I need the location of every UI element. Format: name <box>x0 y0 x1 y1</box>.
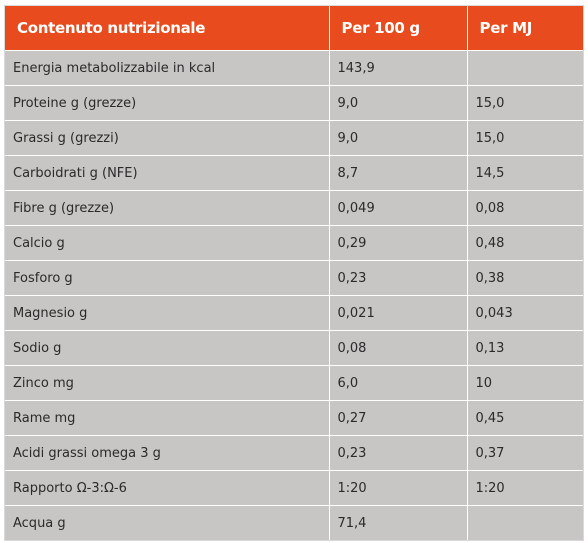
per-mj-cell: 15,0 <box>467 120 583 156</box>
per-100g-cell: 143,9 <box>329 50 468 86</box>
table-body: Energia metabolizzabile in kcal 143,9 Prot… <box>5 50 583 540</box>
per-mj-cell: 1:20 <box>467 470 583 506</box>
table-row: Carboidrati g (NFE) 8,7 14,5 <box>5 155 583 191</box>
nutrient-name-cell: Zinco mg <box>5 365 330 401</box>
table-row: Rapporto Ω-3:Ω-6 1:20 1:20 <box>5 470 583 506</box>
table-row: Magnesio g 0,021 0,043 <box>5 295 583 331</box>
per-100g-cell: 9,0 <box>329 85 468 121</box>
per-100g-cell: 0,08 <box>329 330 468 366</box>
per-mj-cell: 15,0 <box>467 85 583 121</box>
per-100g-cell: 8,7 <box>329 155 468 191</box>
nutrient-name-cell: Rapporto Ω-3:Ω-6 <box>5 470 330 506</box>
nutrient-name-cell: Fosforo g <box>5 260 330 296</box>
header-nutrient: Contenuto nutrizionale <box>5 6 330 51</box>
per-100g-cell: 0,021 <box>329 295 468 331</box>
nutrient-name-cell: Rame mg <box>5 400 330 436</box>
table-row: Energia metabolizzabile in kcal 143,9 <box>5 50 583 86</box>
per-mj-cell <box>467 50 583 86</box>
per-100g-cell: 0,27 <box>329 400 468 436</box>
per-mj-cell: 0,48 <box>467 225 583 261</box>
header-row: Contenuto nutrizionale Per 100 g Per MJ <box>5 6 583 51</box>
nutrient-name-cell: Fibre g (grezze) <box>5 190 330 226</box>
nutrient-name-cell: Energia metabolizzabile in kcal <box>5 50 330 86</box>
table-header: Contenuto nutrizionale Per 100 g Per MJ <box>5 6 583 51</box>
per-mj-cell: 14,5 <box>467 155 583 191</box>
header-per-mj: Per MJ <box>467 6 583 51</box>
nutrient-name-cell: Carboidrati g (NFE) <box>5 155 330 191</box>
per-mj-cell: 0,08 <box>467 190 583 226</box>
table-row: Sodio g 0,08 0,13 <box>5 330 583 366</box>
per-mj-cell: 0,13 <box>467 330 583 366</box>
per-100g-cell: 71,4 <box>329 505 468 540</box>
per-mj-cell: 10 <box>467 365 583 401</box>
nutrient-name-cell: Calcio g <box>5 225 330 261</box>
per-mj-cell: 0,043 <box>467 295 583 331</box>
table-row: Acqua g 71,4 <box>5 505 583 540</box>
table-row: Calcio g 0,29 0,48 <box>5 225 583 261</box>
nutrient-name-cell: Sodio g <box>5 330 330 366</box>
nutrient-name-cell: Acidi grassi omega 3 g <box>5 435 330 471</box>
per-100g-cell: 0,23 <box>329 260 468 296</box>
per-100g-cell: 9,0 <box>329 120 468 156</box>
table-row: Fibre g (grezze) 0,049 0,08 <box>5 190 583 226</box>
per-100g-cell: 0,23 <box>329 435 468 471</box>
nutrient-name-cell: Acqua g <box>5 505 330 540</box>
per-100g-cell: 6,0 <box>329 365 468 401</box>
per-mj-cell: 0,37 <box>467 435 583 471</box>
nutrient-name-cell: Grassi g (grezzi) <box>5 120 330 156</box>
table-row: Acidi grassi omega 3 g 0,23 0,37 <box>5 435 583 471</box>
table-row: Fosforo g 0,23 0,38 <box>5 260 583 296</box>
table-row: Proteine g (grezze) 9,0 15,0 <box>5 85 583 121</box>
nutrition-table-container: Contenuto nutrizionale Per 100 g Per MJ … <box>4 5 584 541</box>
nutrition-table: Contenuto nutrizionale Per 100 g Per MJ … <box>5 6 583 540</box>
table-row: Grassi g (grezzi) 9,0 15,0 <box>5 120 583 156</box>
nutrient-name-cell: Proteine g (grezze) <box>5 85 330 121</box>
table-row: Rame mg 0,27 0,45 <box>5 400 583 436</box>
per-mj-cell <box>467 505 583 540</box>
header-per-100g: Per 100 g <box>329 6 468 51</box>
table-row: Zinco mg 6,0 10 <box>5 365 583 401</box>
per-100g-cell: 0,29 <box>329 225 468 261</box>
per-mj-cell: 0,45 <box>467 400 583 436</box>
per-100g-cell: 0,049 <box>329 190 468 226</box>
per-100g-cell: 1:20 <box>329 470 468 506</box>
nutrient-name-cell: Magnesio g <box>5 295 330 331</box>
per-mj-cell: 0,38 <box>467 260 583 296</box>
